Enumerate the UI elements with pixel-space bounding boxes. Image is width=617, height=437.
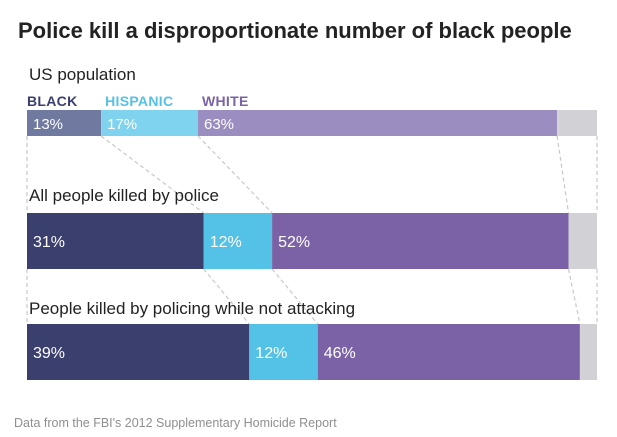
value-label-hispanic-row-3: 12% [255, 345, 287, 362]
bar-white-row-3 [317, 324, 580, 380]
bars [27, 110, 597, 380]
bar-hispanic-row-3 [249, 324, 318, 380]
section-label-people-killed-by-policing-while-not-attacking: People killed by policing while not atta… [29, 299, 355, 318]
legend-black: BLACK [27, 93, 78, 109]
connector-lines [26, 135, 598, 325]
connector-line-1-2 [197, 135, 273, 214]
legend-hispanic: HISPANIC [105, 93, 173, 109]
connector-line-1-3 [556, 135, 570, 214]
connector-line-2-3 [567, 268, 581, 325]
value-label-white-row-3: 46% [324, 345, 356, 362]
value-label-white-row-1: 63% [204, 116, 234, 133]
bar-black-row-2 [27, 213, 204, 269]
bar-other-row-1 [557, 110, 597, 136]
bar-other-row-3 [579, 324, 597, 380]
connector-line-1-1 [100, 135, 205, 214]
value-label-black-row-2: 31% [33, 234, 65, 251]
bar-hispanic-row-1 [101, 110, 198, 136]
bar-white-row-1 [198, 110, 558, 136]
bar-other-row-2 [568, 213, 597, 269]
value-label-hispanic-row-1: 17% [107, 116, 137, 133]
source-note: Data from the FBI's 2012 Supplementary H… [14, 416, 337, 430]
section-label-all-people-killed-by-police: All people killed by police [29, 186, 219, 205]
value-label-hispanic-row-2: 12% [210, 234, 242, 251]
section-label-us-population: US population [29, 65, 136, 84]
bar-hispanic-row-2 [203, 213, 273, 269]
connector-line-2-2 [271, 268, 319, 325]
bar-white-row-2 [272, 213, 569, 269]
labels: US population 13% 17% 63% All people killed … [27, 65, 356, 362]
value-label-black-row-3: 39% [33, 345, 65, 362]
bar-black-row-3 [27, 324, 250, 380]
value-label-black-row-1: 13% [33, 116, 63, 133]
legend-white: WHITE [202, 93, 249, 109]
bar-black-row-1 [27, 110, 102, 136]
chart-title: Police kill a disproportionate number of… [18, 18, 572, 43]
value-label-white-row-2: 52% [278, 234, 310, 251]
connector-line-2-1 [203, 268, 250, 325]
